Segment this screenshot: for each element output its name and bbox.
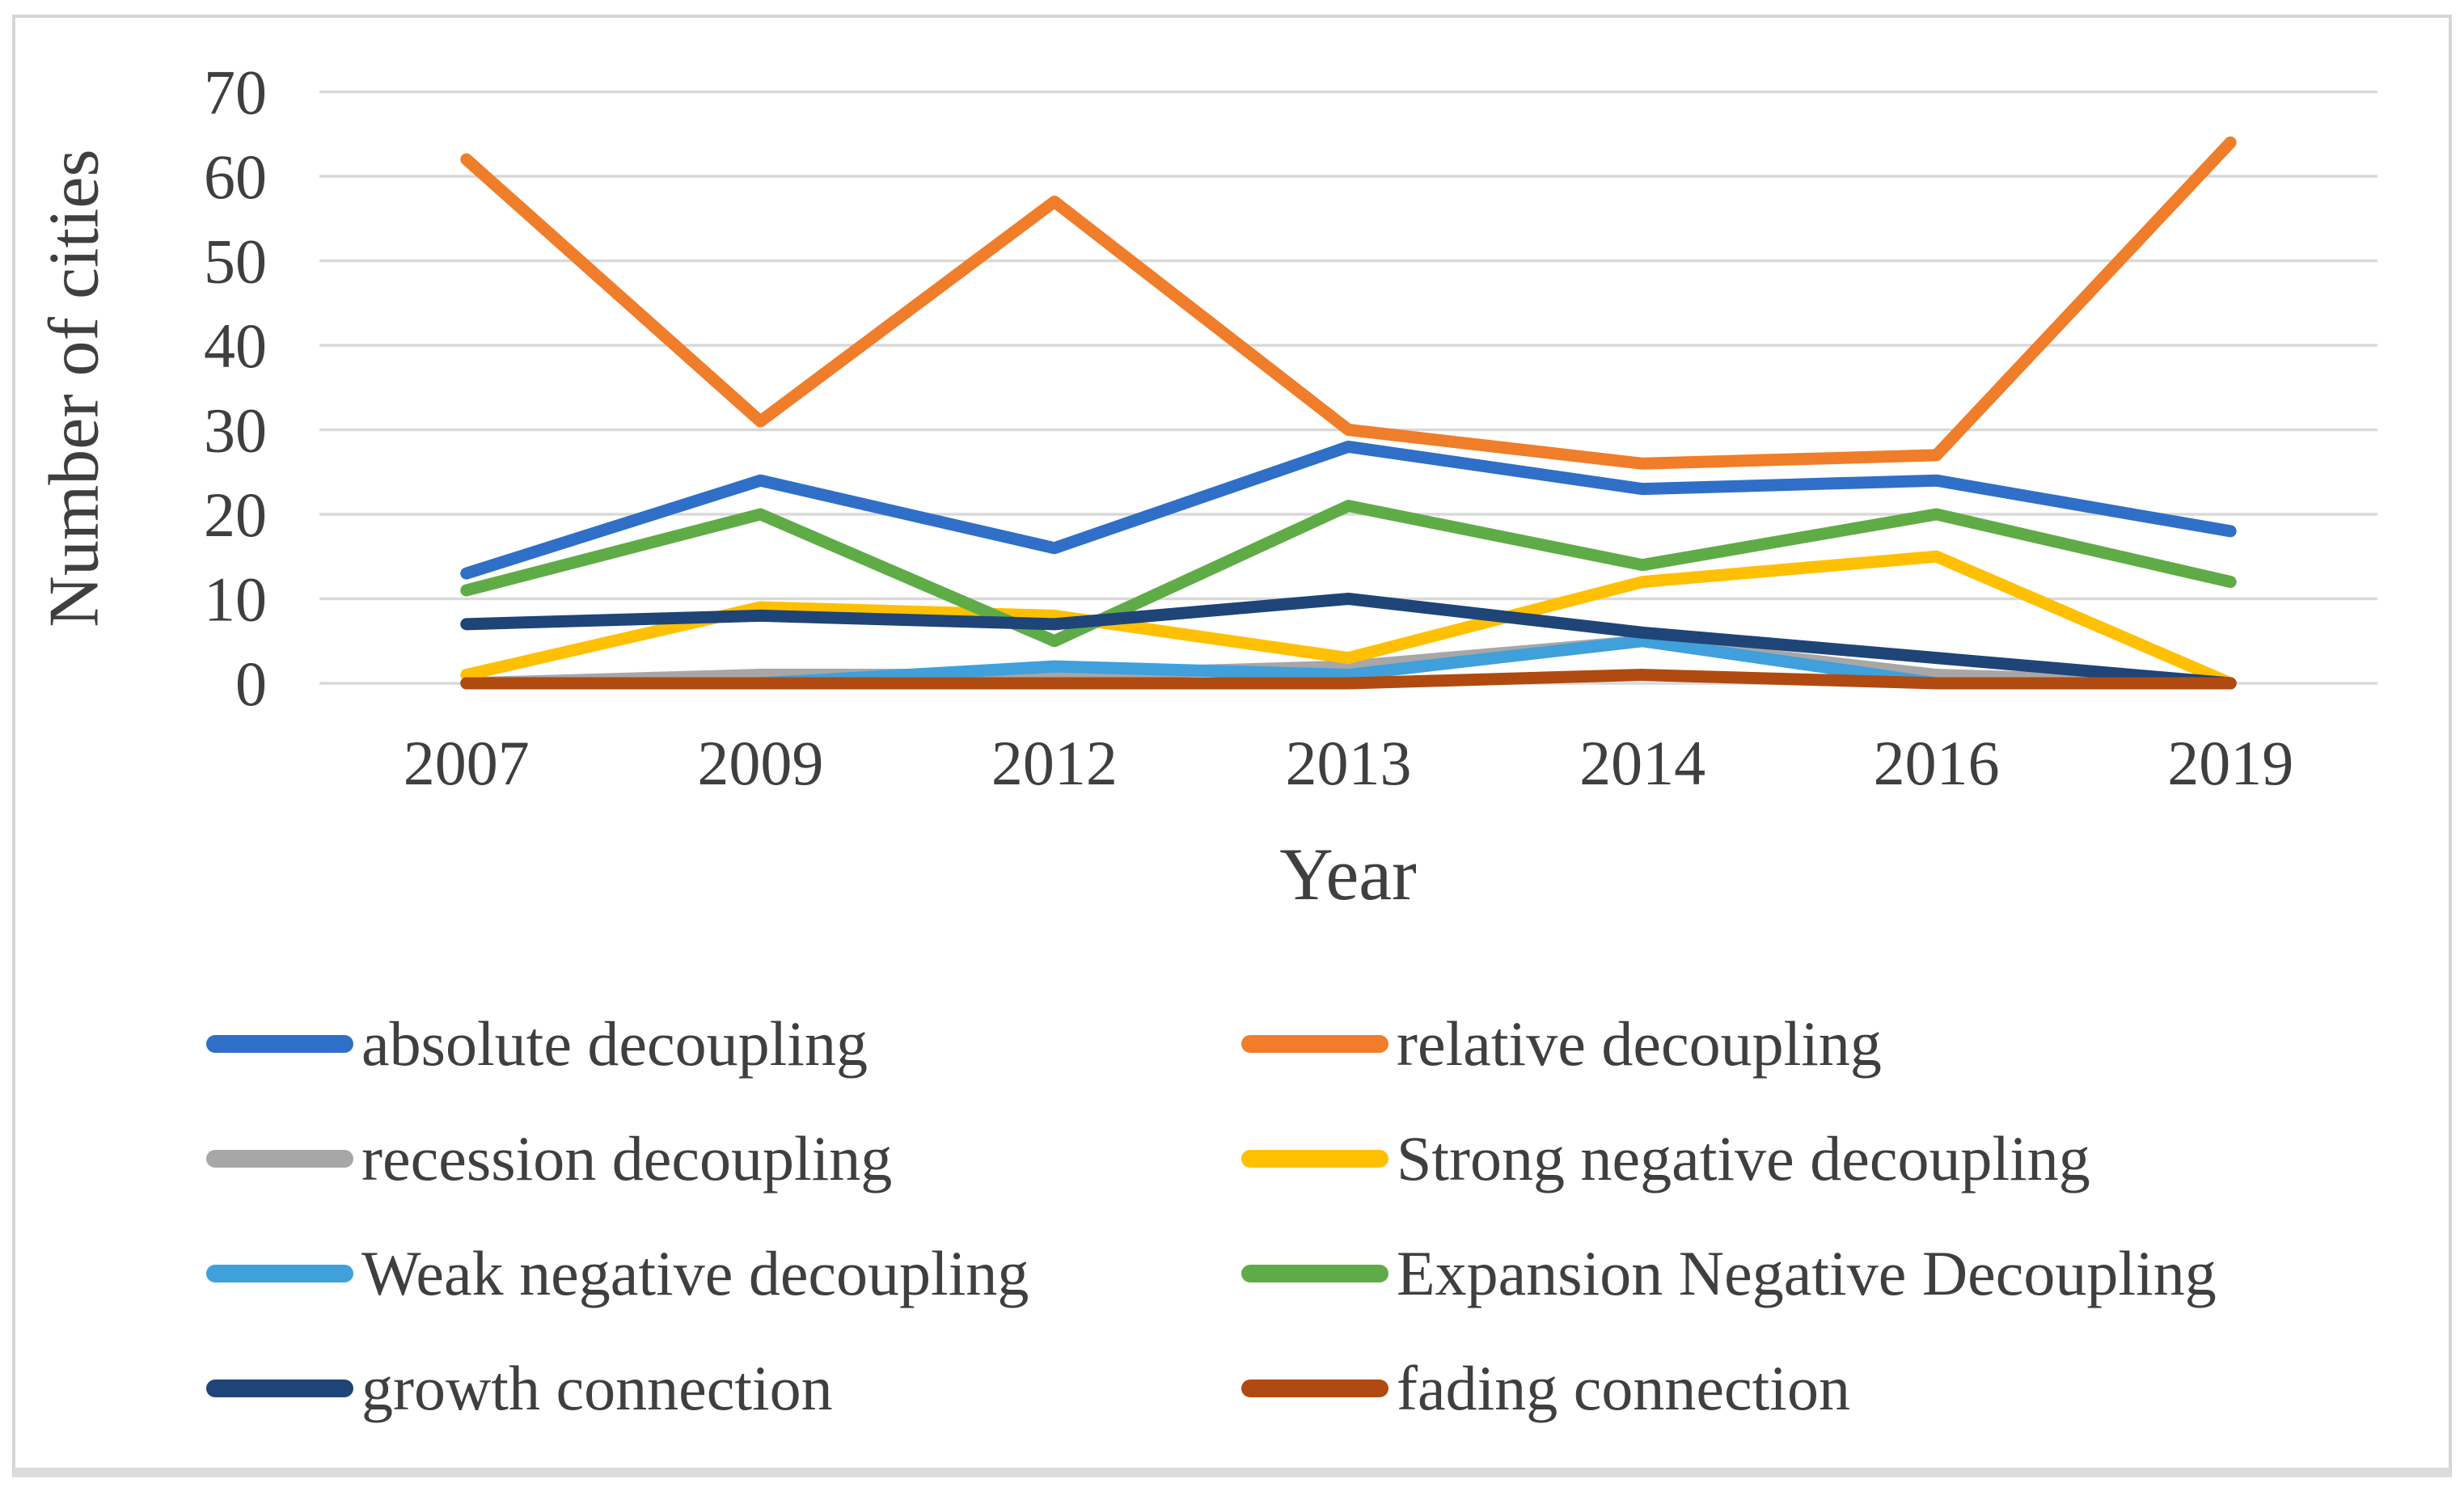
legend-swatch (1241, 1150, 1388, 1168)
legend-label: Weak negative decoupling (361, 1238, 1029, 1308)
series-line-2 (460, 635, 2237, 690)
legend-swatch (206, 1265, 353, 1282)
legend-swatch (1241, 1380, 1388, 1397)
series-line-7 (460, 669, 2237, 690)
x-tick-label: 2007 (404, 728, 530, 798)
y-tick-label: 70 (204, 57, 267, 128)
legend-swatch (206, 1380, 353, 1397)
legend-item: Expansion Negative Decoupling (1241, 1237, 2217, 1310)
legend-label: Strong negative decoupling (1397, 1123, 2090, 1194)
legend-label: relative decoupling (1397, 1008, 1882, 1079)
y-axis-title: Number of cities (35, 149, 114, 627)
y-tick-label: 20 (204, 480, 267, 550)
y-tick-label: 40 (204, 311, 267, 381)
series-line-1 (460, 136, 2237, 470)
legend-item: Strong negative decoupling (1241, 1122, 2217, 1195)
series-line-0 (460, 440, 2237, 580)
legend-label: growth connection (361, 1353, 833, 1423)
legend-label: recession decoupling (361, 1123, 893, 1194)
y-axis-tick-labels: 0 10 20 30 40 50 60 70 (204, 57, 267, 720)
y-tick-label: 10 (204, 564, 267, 635)
legend-label: absolute decoupling (361, 1008, 869, 1079)
y-tick-label: 30 (204, 395, 267, 466)
y-tick-label: 0 (235, 649, 267, 719)
y-tick-label: 60 (204, 142, 267, 212)
series-line-3 (460, 550, 2237, 690)
legend-swatch (1241, 1265, 1388, 1282)
legend-item: fading connection (1241, 1352, 2217, 1425)
legend-item: recession decoupling (206, 1122, 1241, 1195)
legend-swatch (206, 1035, 353, 1053)
legend-item: relative decoupling (1241, 1008, 2217, 1080)
x-tick-label: 2016 (1874, 728, 2000, 798)
legend-swatch (206, 1150, 353, 1168)
legend: absolute decoupling relative decoupling re… (206, 987, 2217, 1446)
figure-frame (12, 15, 2452, 1477)
legend-swatch (1241, 1035, 1388, 1053)
legend-item: Weak negative decoupling (206, 1237, 1241, 1310)
x-tick-label: 2013 (1286, 728, 1412, 798)
x-tick-label: 2012 (991, 728, 1118, 798)
legend-item: absolute decoupling (206, 1008, 1241, 1080)
x-axis-title: Year (1279, 833, 1417, 915)
x-tick-label: 2009 (697, 728, 823, 798)
legend-item: growth connection (206, 1352, 1241, 1425)
x-tick-label: 2014 (1579, 728, 1705, 798)
series-line-6 (460, 593, 2237, 690)
series-lines (460, 136, 2237, 690)
y-tick-label: 50 (204, 226, 267, 297)
legend-label: Expansion Negative Decoupling (1397, 1238, 2217, 1308)
series-line-5 (460, 500, 2237, 648)
x-tick-label: 2019 (2167, 728, 2293, 798)
legend-label: fading connection (1397, 1353, 1850, 1423)
x-axis-tick-labels: 2007 2009 2012 2013 2014 2016 2019 (404, 728, 2293, 798)
